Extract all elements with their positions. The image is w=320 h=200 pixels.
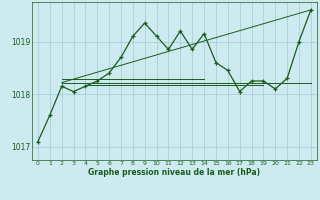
X-axis label: Graphe pression niveau de la mer (hPa): Graphe pression niveau de la mer (hPa) <box>88 168 260 177</box>
